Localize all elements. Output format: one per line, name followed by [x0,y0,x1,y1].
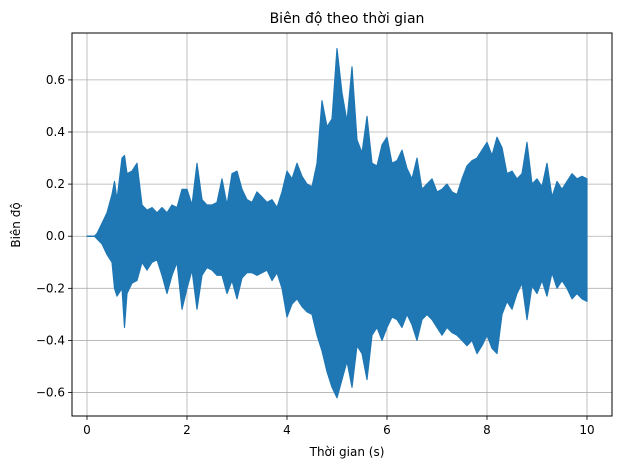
x-axis: 0 2 4 6 8 10 [83,416,595,437]
y-tick-label: 0.0 [46,229,65,243]
plot-area [86,48,588,399]
x-tick-label: 10 [579,423,594,437]
waveform-envelope [86,48,588,399]
plot-frame [71,32,613,417]
y-tick-label: −0.6 [36,386,65,400]
y-tick-label: 0.4 [46,125,65,139]
y-tick-label: −0.2 [36,281,65,295]
y-tick-label: 0.2 [46,177,65,191]
y-tick-label: 0.6 [46,73,65,87]
x-tick-label: 2 [183,423,191,437]
y-axis: −0.6 −0.4 −0.2 0.0 0.2 0.4 0.6 [36,73,72,400]
x-tick-label: 8 [483,423,491,437]
x-tick-label: 4 [283,423,291,437]
x-axis-label: Thời gian (s) [309,445,385,459]
chart-title: Biên độ theo thời gian [270,11,425,27]
x-tick-label: 6 [383,423,391,437]
y-axis-label: Biên độ [9,202,23,247]
x-tick-label: 0 [83,423,91,437]
y-tick-label: −0.4 [36,333,65,347]
